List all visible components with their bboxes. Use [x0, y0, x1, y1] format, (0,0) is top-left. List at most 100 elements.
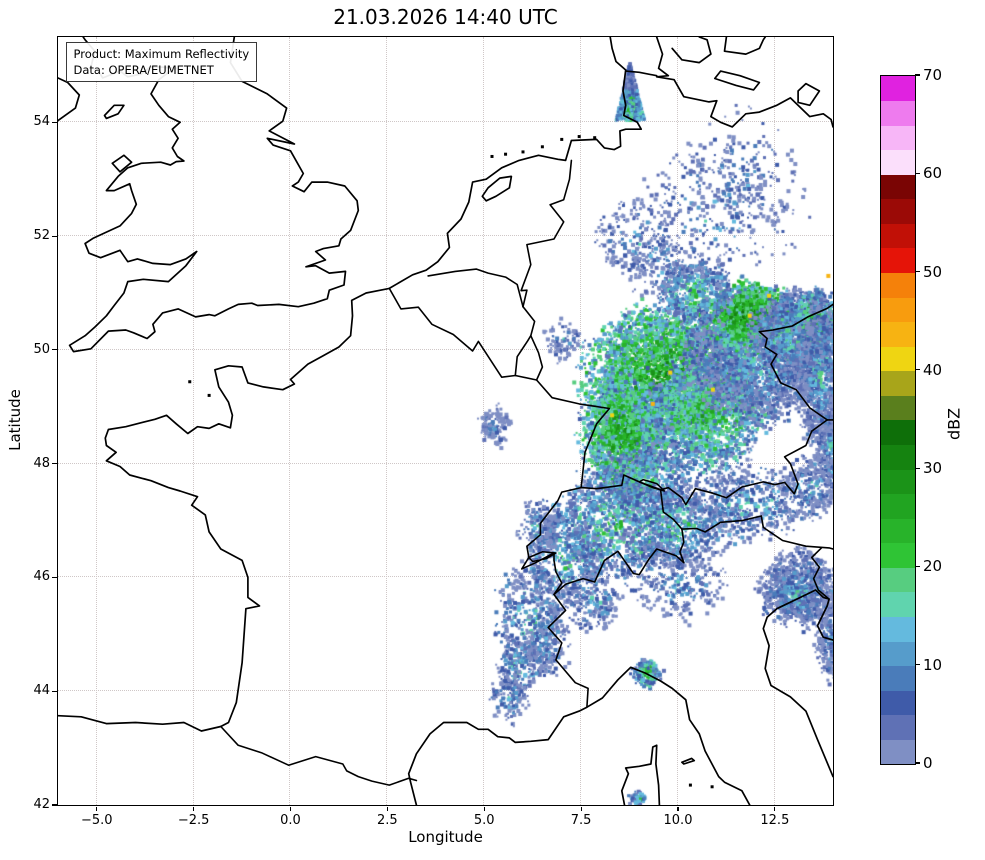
x-tick-label: 10.0	[663, 813, 693, 828]
country-border	[810, 546, 830, 600]
country-border	[579, 473, 661, 491]
coastline	[480, 175, 512, 202]
colorbar-band	[881, 125, 915, 151]
colorbar-tick-mark	[915, 369, 921, 371]
colorbar-band	[881, 420, 915, 446]
y-tick-mark	[51, 121, 57, 123]
colorbar-tick-mark	[915, 664, 921, 666]
country-border	[758, 330, 828, 421]
figure-title: 21.03.2026 14:40 UTC	[333, 5, 558, 29]
colorbar-band	[881, 444, 915, 470]
x-tick-mark	[386, 806, 388, 811]
colorbar-band	[881, 469, 915, 495]
colorbar-band	[881, 518, 915, 544]
y-tick-mark	[51, 349, 57, 351]
colorbar-tick-mark	[915, 565, 921, 568]
country-border	[624, 69, 657, 76]
radar-reflectivity-layer	[57, 36, 833, 805]
x-tick-mark	[677, 806, 679, 811]
y-tick-label: 48	[33, 455, 50, 471]
colorbar-band	[881, 641, 915, 667]
colorbar-tick-label: 10	[923, 655, 943, 674]
y-tick-label: 54	[33, 114, 50, 130]
coastline	[761, 588, 833, 777]
y-tick-mark	[51, 690, 57, 692]
colorbar-band	[881, 321, 915, 347]
lake-outline	[527, 550, 557, 562]
colorbar-band	[881, 592, 915, 618]
colorbar-band	[881, 272, 915, 298]
island-dot	[559, 137, 563, 141]
colorbar-band	[881, 395, 915, 421]
colorbar-band	[881, 690, 915, 716]
country-border	[680, 514, 833, 550]
y-tick-label: 52	[33, 228, 50, 244]
colorbar-band	[881, 542, 915, 568]
colorbar-band	[881, 346, 915, 372]
colorbar-band	[881, 149, 915, 175]
colorbar-tick-mark	[915, 74, 921, 76]
island-dot	[490, 154, 493, 158]
coastline	[103, 103, 125, 119]
coastline	[680, 757, 695, 765]
country-border	[521, 305, 543, 381]
colorbar-band	[881, 616, 915, 642]
product-info-box: Product: Maximum Reflectivity Data: OPER…	[65, 41, 258, 83]
x-tick-label: 7.5	[570, 813, 592, 828]
coastlines-borders-layer	[57, 36, 833, 805]
colorbar-band	[881, 100, 915, 126]
x-tick-mark	[580, 806, 582, 811]
colorbar-band	[881, 174, 915, 200]
y-tick-label: 46	[33, 569, 50, 585]
island-dot	[577, 134, 581, 138]
country-border	[758, 303, 833, 332]
x-tick-label: −5.0	[80, 813, 113, 828]
x-tick-mark	[289, 806, 292, 811]
y-tick-mark	[51, 576, 57, 579]
coastline	[796, 82, 820, 106]
y-tick-mark	[51, 804, 57, 806]
colorbar-band	[881, 198, 915, 224]
product-info-line1: Product: Maximum Reflectivity	[73, 46, 250, 61]
country-border	[659, 418, 828, 505]
colorbar	[880, 75, 916, 765]
coastline	[655, 36, 833, 128]
coastline	[407, 665, 751, 805]
coastline	[68, 36, 359, 352]
colorbar-tick-mark	[915, 762, 921, 764]
colorbar-band	[881, 714, 915, 740]
country-border	[514, 334, 532, 376]
y-tick-mark	[51, 235, 57, 237]
product-info-line2: Data: OPERA/EUMETNET	[73, 62, 214, 77]
colorbar-tick-label: 20	[923, 557, 943, 576]
island-dot	[187, 379, 191, 383]
x-tick-label: 0.0	[280, 813, 301, 828]
x-tick-label: −2.5	[177, 813, 210, 828]
x-tick-mark	[193, 806, 195, 811]
country-border	[519, 159, 572, 307]
y-axis-label: Latitude	[6, 389, 24, 451]
colorbar-tick-label: 60	[923, 164, 943, 183]
x-tick-label: 2.5	[377, 813, 398, 828]
x-tick-label: 12.5	[760, 813, 790, 828]
island-dot	[521, 149, 524, 153]
colorbar-unit-label: dBZ	[944, 407, 964, 441]
colorbar-tick-label: 50	[923, 262, 943, 281]
colorbar-tick-mark	[915, 467, 921, 469]
coastline	[57, 76, 80, 121]
x-tick-mark	[96, 806, 98, 811]
colorbar-band	[881, 248, 915, 274]
colorbar-band	[881, 739, 915, 765]
lake-outline	[638, 478, 665, 492]
y-tick-label: 42	[33, 797, 50, 812]
map-plot-area: Product: Maximum Reflectivity Data: OPER…	[56, 35, 834, 806]
colorbar-band	[881, 665, 915, 691]
coastline	[620, 743, 660, 805]
country-border	[552, 527, 685, 595]
x-tick-mark	[774, 806, 776, 811]
colorbar-tick-label: 70	[923, 66, 943, 84]
country-border	[388, 287, 610, 488]
country-border	[659, 488, 683, 530]
colorbar-tick-mark	[915, 270, 921, 273]
